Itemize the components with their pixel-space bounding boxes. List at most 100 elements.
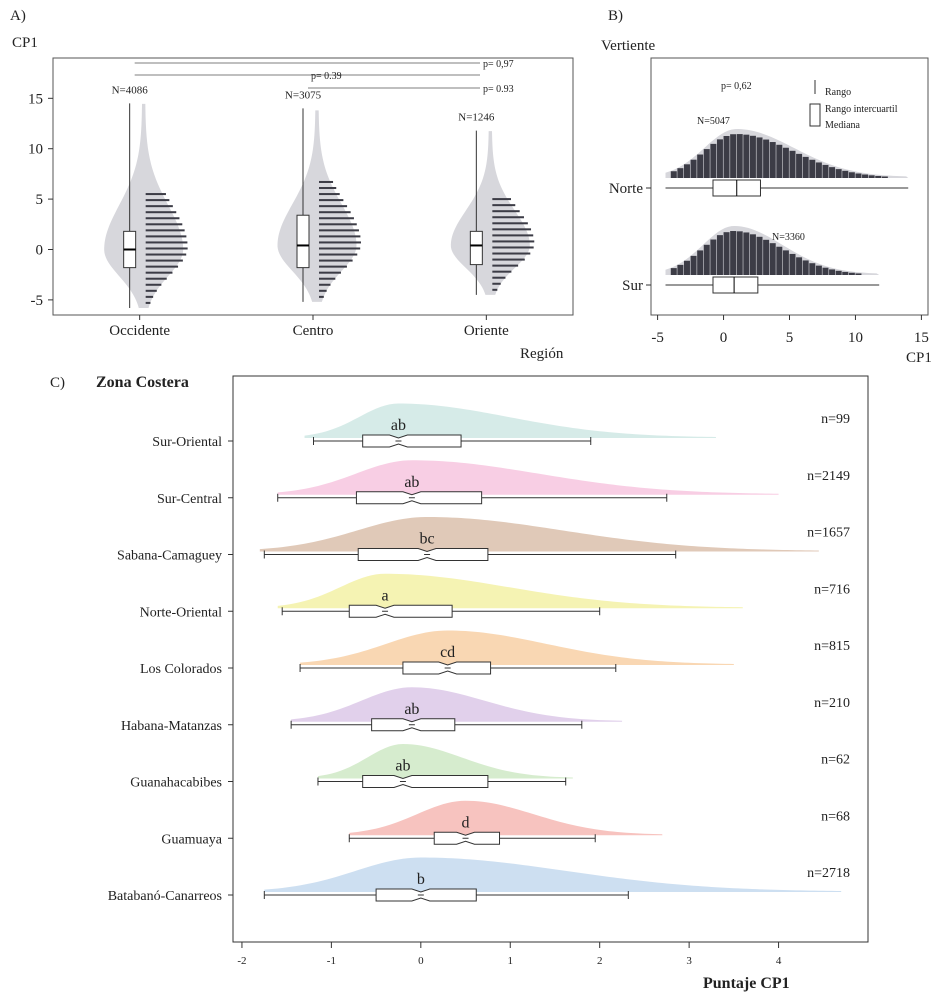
histogram-bar — [855, 273, 862, 275]
histogram-bar — [145, 241, 188, 244]
n-label-sur-oriental: n=99 — [821, 412, 850, 427]
panel-c-xlabel: Puntaje CP1 — [703, 975, 790, 992]
group-letter-batabano-canarreos: b — [417, 871, 425, 888]
histogram-bar — [319, 223, 357, 226]
p-value-occidente-oriente: p= 0,97 — [483, 59, 514, 70]
histogram-bar — [319, 277, 336, 280]
n-label-guanahacabibes: n=62 — [821, 753, 850, 768]
n-label-sabana-camaguey: n=1657 — [807, 526, 850, 541]
y-tick-label-guanahacabibes: Guanahacabibes — [130, 776, 222, 791]
y-tick-label-los-colorados: Los Colorados — [140, 662, 222, 677]
histogram-bar — [862, 174, 869, 178]
histogram-bar — [492, 252, 531, 255]
n-label-norte-oriental: n=716 — [814, 582, 850, 597]
histogram-bar — [796, 257, 803, 275]
x-tick-label: 10 — [848, 330, 863, 346]
y-tick-label-norte-oriental: Norte-Oriental — [140, 605, 223, 620]
histogram-bar — [145, 289, 157, 292]
x-tick-label: 5 — [786, 330, 794, 346]
histogram-bar — [690, 159, 697, 178]
x-tick-label: -1 — [327, 955, 336, 967]
histogram-bar — [492, 198, 511, 201]
notched-box-sabana-camaguey — [357, 548, 489, 561]
histogram-bar — [697, 154, 704, 178]
histogram-bar — [697, 250, 704, 275]
density-batabano-canarreos — [264, 857, 842, 892]
x-tick-label: -5 — [651, 330, 664, 346]
histogram-bar — [829, 269, 836, 275]
histogram-bar — [670, 171, 677, 178]
y-tick-label-sur: Sur — [622, 278, 643, 294]
histogram-bar — [815, 162, 822, 178]
histogram-bar — [677, 264, 684, 275]
group-letter-los-colorados: cd — [440, 644, 455, 661]
density-sur-oriental — [304, 403, 716, 438]
density-sabana-camaguey — [259, 517, 819, 552]
group-letter-guamuaya: d — [462, 814, 470, 831]
histogram-bar — [492, 246, 534, 249]
histogram-bar — [763, 139, 770, 178]
histogram-bar — [683, 260, 690, 275]
histogram-bar — [492, 264, 519, 267]
notched-box-norte-oriental — [348, 604, 453, 618]
histogram-bar — [319, 241, 361, 244]
histogram-bar — [868, 175, 875, 178]
x-tick-label: 1 — [508, 955, 514, 967]
panel-c-axes: -2 -1 0 1 2 3 4 Sur-Oriental Sur-Central Sabana-C… — [108, 435, 782, 967]
panel-a-ylabel: CP1 — [12, 35, 38, 51]
histogram-bar — [319, 217, 354, 220]
group-letter-sur-central: ab — [404, 474, 419, 491]
histogram-bar — [802, 156, 809, 178]
histogram-bar — [782, 250, 789, 275]
histogram-bar — [319, 271, 341, 274]
notched-box-sur-central — [355, 491, 483, 505]
n-label-los-colorados: n=815 — [814, 639, 850, 654]
histogram-bar — [319, 247, 361, 250]
n-label-batabano-canarreos: n=2718 — [807, 866, 850, 881]
n-label-oriente: N=1246 — [458, 112, 495, 124]
y-tick-label: -5 — [31, 293, 44, 309]
histogram-bar — [319, 253, 358, 256]
density-guanahacabibes — [317, 744, 573, 779]
histogram-bar — [492, 258, 525, 261]
histogram-bar — [319, 259, 353, 262]
histogram-bar — [145, 205, 173, 208]
histogram-bar — [145, 235, 187, 238]
x-tick-label: 4 — [776, 955, 782, 967]
histogram-bar — [743, 134, 750, 178]
histogram-bar — [763, 239, 770, 275]
histogram-bar — [848, 172, 855, 178]
histogram-bar — [743, 232, 750, 275]
y-tick-label-norte: Norte — [609, 181, 643, 197]
histogram-bar — [802, 260, 809, 275]
histogram-bar — [145, 199, 170, 202]
histogram-bar — [822, 267, 829, 275]
histogram-bar — [492, 288, 498, 291]
histogram-bar — [145, 193, 166, 196]
y-tick-label: 0 — [36, 242, 44, 258]
histogram-bar — [319, 235, 361, 238]
histogram-bar — [492, 270, 512, 273]
panel-b-frame — [650, 57, 929, 316]
group-letter-norte-oriental: a — [381, 587, 388, 604]
x-tick-label: 15 — [914, 330, 929, 346]
histogram-bar — [145, 229, 185, 232]
legend-median-label: Mediana — [825, 120, 861, 131]
histogram-bar — [703, 244, 710, 275]
histogram-bar — [756, 137, 763, 178]
histogram-bar — [492, 240, 535, 243]
group-letter-habana-matanzas: ab — [404, 701, 419, 718]
histogram-bar — [492, 222, 528, 225]
histogram-bar — [145, 259, 183, 262]
panel-b-legend: Rango Rango intercuartil Mediana — [809, 80, 898, 131]
legend-range-label: Rango — [825, 87, 851, 98]
density-los-colorados — [300, 630, 734, 665]
histogram-bar — [875, 175, 882, 178]
panel-b: B) Vertiente -5 0 5 10 15 Norte Sur N=5047 N=33… — [601, 8, 932, 366]
n-label-sur-central: n=2149 — [807, 469, 850, 484]
panel-a-marks: N=4086 N=3075 N=1246 — [104, 62, 535, 308]
histogram-bar — [319, 180, 334, 183]
histogram-bar — [756, 236, 763, 275]
